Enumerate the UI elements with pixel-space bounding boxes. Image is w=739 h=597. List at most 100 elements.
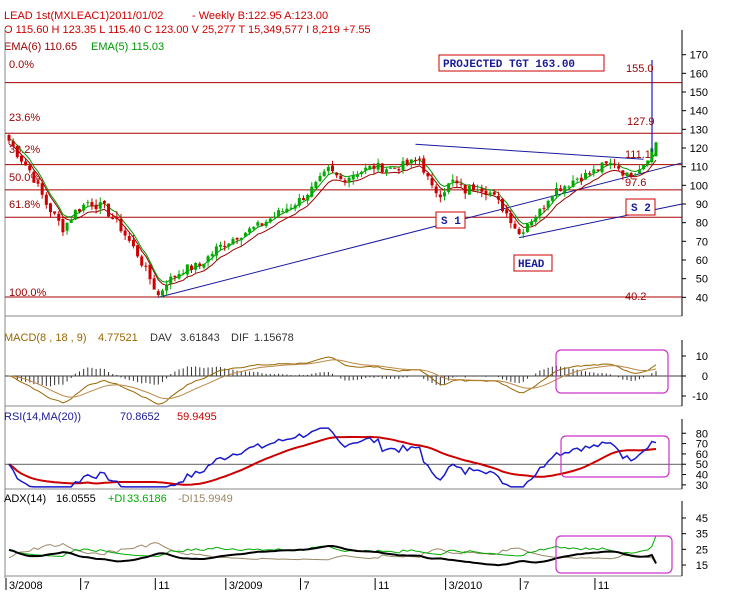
candle-body — [219, 244, 223, 247]
candle-body — [583, 172, 587, 180]
candle-body — [297, 197, 301, 206]
dif-label: DIF — [231, 332, 249, 344]
price-y-tick-label: 150 — [690, 87, 708, 99]
candle-body — [629, 173, 633, 178]
candle-body — [131, 239, 135, 247]
candle-body — [73, 209, 77, 220]
candle-body — [492, 192, 496, 195]
candle-body — [24, 161, 28, 166]
level-111-label: 111.1 — [625, 149, 651, 161]
candle-body — [177, 273, 181, 279]
candle-body — [144, 265, 148, 267]
candle-body — [90, 202, 94, 207]
candle-body — [260, 223, 264, 226]
candle-body — [102, 201, 106, 204]
candle-body — [156, 291, 160, 296]
ema6-label: EMA(6) 110.65 — [4, 41, 77, 53]
rsi-line — [8, 427, 657, 488]
macd-y-tick-label: -10 — [692, 391, 708, 403]
adx-y-tick-label: 35 — [696, 529, 708, 541]
pdi-label: +DI — [108, 493, 125, 505]
candle-body — [501, 198, 505, 212]
macd-value: 4.77521 — [98, 332, 138, 344]
candle-body — [401, 161, 405, 171]
macd-label: MACD(8 , 18 , 9) — [4, 332, 87, 344]
candle-body — [380, 163, 384, 173]
candle-body — [451, 179, 455, 182]
candle-body — [98, 202, 102, 209]
candle-body — [28, 165, 32, 171]
candle-body — [389, 167, 393, 169]
mdi-label: -DI — [178, 493, 193, 505]
level-155-label: 155.0 — [626, 63, 654, 75]
candle-body — [322, 171, 326, 177]
candle-body — [467, 185, 471, 195]
candle-body — [235, 237, 239, 240]
candle-body — [397, 169, 401, 171]
fib-label: 50.0% — [9, 172, 40, 184]
candle-body — [355, 174, 359, 177]
price-y-tick-label: 140 — [690, 106, 708, 118]
rsi-y-tick-label: 80 — [696, 428, 708, 440]
candle-body — [438, 194, 442, 198]
rsi-label: RSI(14,MA(20)) — [4, 411, 81, 423]
candle-body — [111, 217, 115, 219]
candle-body — [281, 211, 285, 213]
candle-body — [351, 175, 355, 180]
candle-body — [40, 183, 44, 195]
candle-body — [48, 203, 52, 213]
plus-di-line — [8, 535, 657, 557]
price-y-tick-label: 50 — [696, 274, 708, 286]
price-y-tick-label: 70 — [696, 236, 708, 248]
candle-body — [82, 204, 86, 211]
neckline-trendline — [415, 143, 644, 160]
candle-body — [115, 216, 119, 219]
x-axis-label: 7 — [84, 580, 90, 592]
candle-body — [343, 180, 347, 183]
candle-body — [136, 245, 140, 257]
candle-body — [53, 211, 57, 214]
candle-body — [331, 165, 334, 172]
s2-label: S 2 — [631, 203, 651, 215]
candle-body — [447, 183, 451, 192]
candle-body — [239, 238, 243, 241]
candle-body — [173, 275, 177, 278]
candle-body — [521, 232, 525, 234]
candle-body — [301, 197, 305, 200]
level-97-label: 97.6 — [625, 177, 646, 189]
rsi-ma-line — [8, 435, 657, 486]
candle-body — [372, 165, 376, 169]
rsi-ma-value: 59.9495 — [177, 411, 217, 423]
candle-body — [364, 167, 368, 171]
head-box — [513, 254, 553, 272]
rsi-value: 70.8652 — [120, 411, 160, 423]
candle-body — [256, 222, 260, 226]
s1-box — [435, 211, 466, 229]
candle-body — [289, 207, 293, 209]
candle-body — [360, 171, 364, 175]
candle-body — [61, 218, 65, 233]
candle-body — [484, 190, 488, 195]
macd-y-tick-label: 0 — [702, 371, 708, 383]
candle-body — [480, 188, 484, 192]
candle-body — [600, 162, 604, 173]
candle-body — [559, 188, 563, 192]
candle-body — [575, 178, 579, 180]
pdi-value: 33.6186 — [127, 493, 167, 505]
candle-body — [169, 276, 173, 284]
candle-body — [94, 204, 98, 210]
candle-body — [127, 235, 131, 241]
candle-body — [509, 212, 513, 224]
candle-body — [646, 160, 650, 165]
dav-label: DAV — [150, 332, 172, 344]
adx-label: ADX(14) — [4, 493, 46, 505]
level-127-label: 127.9 — [627, 116, 655, 128]
candle-body — [472, 184, 476, 191]
candle-body — [442, 192, 446, 197]
level-40-label: 40.2 — [625, 291, 646, 303]
candle-body — [11, 141, 15, 147]
candle-body — [314, 181, 318, 189]
x-axis-label: 7 — [523, 580, 529, 592]
candle-body — [384, 169, 388, 174]
candle-body — [418, 158, 422, 160]
